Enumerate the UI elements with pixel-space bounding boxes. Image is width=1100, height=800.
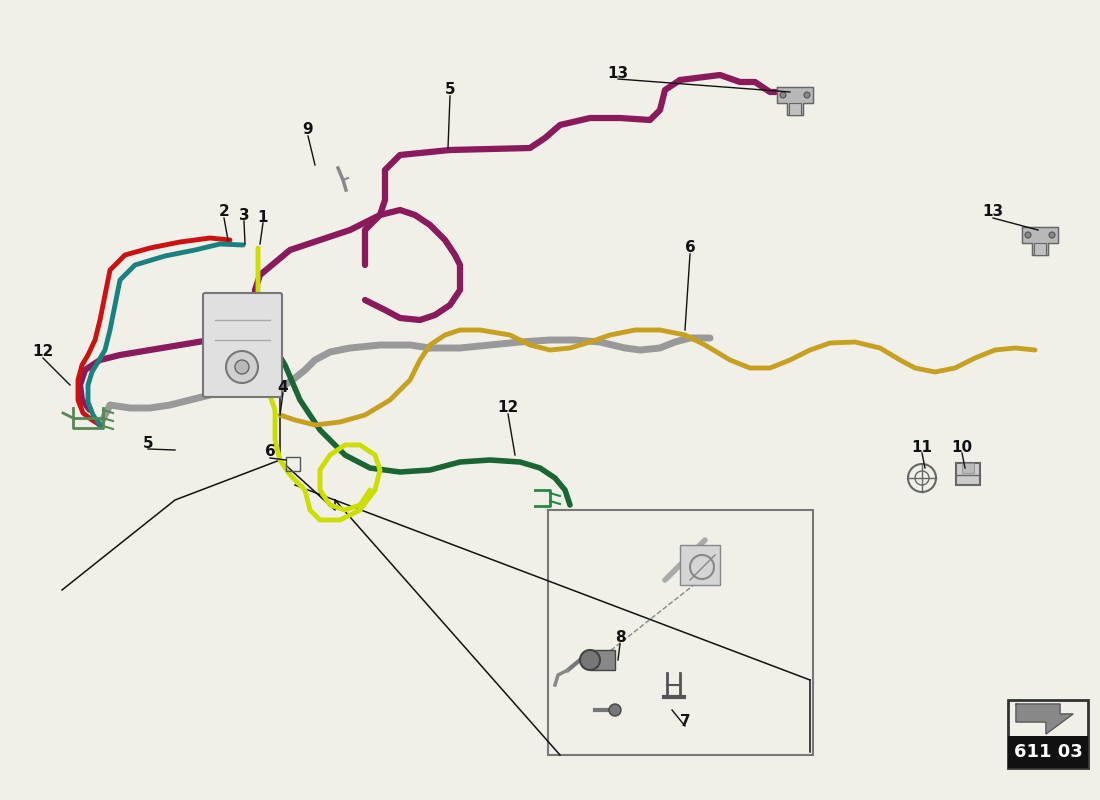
Bar — [286, 457, 300, 471]
Text: 6: 6 — [684, 241, 695, 255]
Bar — [789, 103, 801, 115]
Bar — [962, 463, 974, 473]
Text: 10: 10 — [952, 439, 972, 454]
Text: 3: 3 — [239, 207, 250, 222]
Bar — [1008, 736, 1088, 768]
Polygon shape — [777, 87, 813, 115]
Bar — [956, 463, 980, 485]
Text: 12: 12 — [497, 401, 518, 415]
FancyBboxPatch shape — [204, 293, 282, 397]
Text: 1: 1 — [257, 210, 268, 225]
Text: 13: 13 — [607, 66, 628, 81]
Text: 5: 5 — [143, 435, 153, 450]
Text: 6: 6 — [265, 445, 275, 459]
Text: 611 03: 611 03 — [1013, 743, 1082, 761]
Circle shape — [1049, 232, 1055, 238]
Text: 2: 2 — [219, 205, 230, 219]
Circle shape — [609, 704, 622, 716]
Bar — [680, 545, 720, 585]
Circle shape — [580, 650, 600, 670]
Circle shape — [804, 92, 810, 98]
Text: 12: 12 — [32, 345, 54, 359]
Text: 7: 7 — [680, 714, 691, 730]
Circle shape — [780, 92, 786, 98]
Text: 9: 9 — [302, 122, 313, 138]
Polygon shape — [1016, 704, 1072, 734]
Polygon shape — [1022, 227, 1058, 255]
Text: 8: 8 — [615, 630, 625, 646]
Circle shape — [235, 360, 249, 374]
Circle shape — [226, 351, 258, 383]
Text: 5: 5 — [444, 82, 455, 98]
Bar — [548, 510, 813, 755]
Polygon shape — [590, 650, 615, 670]
Bar — [1008, 700, 1088, 768]
Text: 11: 11 — [912, 439, 933, 454]
Text: 13: 13 — [982, 205, 1003, 219]
Bar — [1034, 243, 1046, 255]
Text: 4: 4 — [277, 381, 288, 395]
Circle shape — [1025, 232, 1031, 238]
